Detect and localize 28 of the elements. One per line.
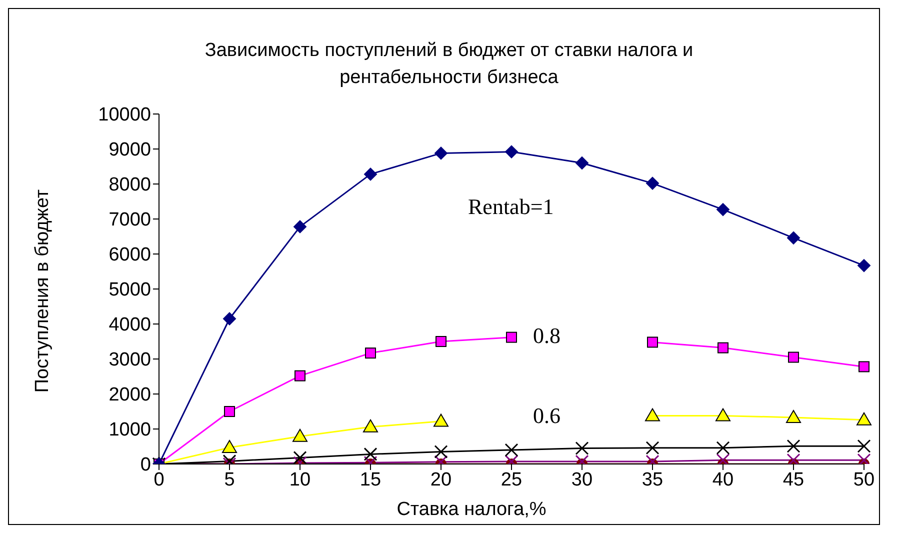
y-tick-label: 0 xyxy=(140,454,151,476)
x-tick-label: 40 xyxy=(712,469,734,490)
x-tick-label: 5 xyxy=(224,469,235,490)
annotation: Rentab=1 xyxy=(454,192,568,222)
x-axis-title: Ставка налога,% xyxy=(396,499,548,521)
y-tick-label: 10000 xyxy=(98,104,151,126)
x-tick-label: 20 xyxy=(430,469,452,490)
y-tick-label: 5000 xyxy=(108,280,151,301)
y-tick-label: 3000 xyxy=(108,350,151,371)
y-tick-label: 9000 xyxy=(108,140,151,161)
y-tick-label: 7000 xyxy=(108,210,151,231)
annotation: 0.6 xyxy=(519,401,574,431)
chart-title: Зависимость поступлений в бюджет от ставки налога и рентабельности бизнеса xyxy=(204,39,694,90)
x-tick-label: 50 xyxy=(853,469,875,490)
x-tick-label: 0 xyxy=(154,469,164,490)
annotation: 0.8 xyxy=(519,321,574,351)
y-tick-label: 8000 xyxy=(108,174,151,196)
x-tick-label: 15 xyxy=(360,469,382,490)
x-tick-label: 10 xyxy=(289,469,311,490)
y-tick-label: 2000 xyxy=(108,384,151,406)
y-tick-label: 1000 xyxy=(108,420,151,441)
y-tick-label: 6000 xyxy=(108,244,151,266)
x-tick-label: 30 xyxy=(571,469,593,490)
x-tick-label: 25 xyxy=(500,469,522,490)
x-tick-label: 45 xyxy=(782,469,804,490)
x-tick-label: 35 xyxy=(642,469,664,490)
y-axis-title: Поступления в бюджет xyxy=(32,189,54,393)
y-tick-label: 4000 xyxy=(108,314,151,336)
